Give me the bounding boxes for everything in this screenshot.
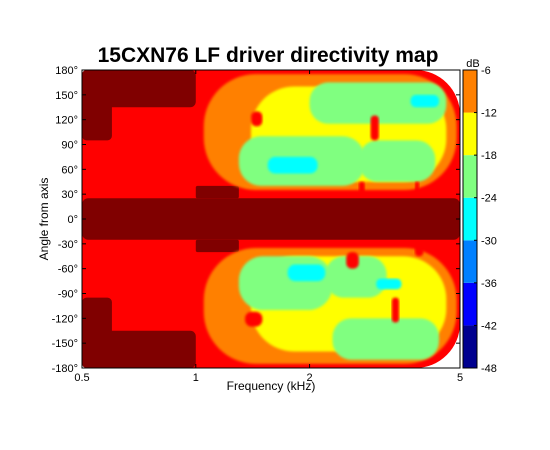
- contour-region: [195, 239, 239, 253]
- contour-region: [82, 70, 112, 141]
- colorbar-tick-label: -48: [481, 363, 497, 375]
- y-tick-label: 60°: [61, 164, 78, 176]
- contour-region: [414, 181, 420, 195]
- contour-region: [82, 198, 460, 240]
- colorbar-tick-label: -18: [481, 150, 497, 162]
- plot-area: [82, 70, 460, 368]
- contour-region: [391, 297, 400, 323]
- chart-title: 15CXN76 LF driver directivity map: [98, 44, 439, 67]
- colorbar-frame: [462, 69, 478, 369]
- contour-region: [238, 256, 333, 311]
- x-axis-label: Frequency (kHz): [227, 379, 316, 393]
- y-tick-label: -30°: [58, 239, 78, 251]
- x-tick-label: 2: [307, 372, 313, 384]
- contour-region: [251, 111, 263, 127]
- y-tick-label: -180°: [52, 363, 78, 375]
- y-tick-label: -150°: [52, 338, 78, 350]
- colorbar-segment: [463, 155, 477, 198]
- x-axis: 0.5 1 2 5: [74, 70, 463, 384]
- y-tick-label: 150°: [55, 90, 78, 102]
- contour-region: [267, 156, 318, 174]
- contour-region: [414, 243, 424, 257]
- contour-region: [346, 252, 359, 269]
- colorbar-segment: [463, 112, 477, 156]
- contour-region: [309, 82, 447, 124]
- y-tick-label: -120°: [52, 313, 78, 325]
- y-tick-label: 120°: [55, 115, 78, 127]
- y-axis-label: Angle from axis: [37, 178, 51, 261]
- contour-region: [325, 256, 387, 298]
- colorbar-segment: [463, 325, 477, 368]
- colorbar-tick-label: -30: [481, 235, 497, 247]
- colorbar-unit-label: dB: [466, 58, 479, 70]
- contour-region: [195, 185, 239, 199]
- colorbar-tick-label: -12: [481, 108, 497, 120]
- contour-region: [410, 94, 440, 108]
- colorbar-segment: [463, 282, 477, 326]
- colorbar-segment: [463, 197, 477, 241]
- contour-region: [287, 264, 326, 282]
- contour-region: [358, 140, 436, 182]
- colorbar-segment: [463, 70, 477, 113]
- colorbar-segment: [463, 240, 477, 283]
- contour-region: [332, 318, 440, 360]
- x-tick-label: 1: [193, 372, 199, 384]
- y-tick-label: 180°: [55, 65, 78, 77]
- x-tick-label: 5: [457, 372, 463, 384]
- colorbar-tick-label: -24: [481, 193, 497, 205]
- colorbar: -6 -12 -18 -24 -30 -36 -42 -48: [462, 65, 497, 375]
- contour-region: [82, 297, 112, 368]
- x-tick-label: 0.5: [74, 372, 89, 384]
- y-tick-label: 90°: [61, 140, 78, 152]
- contour-region: [358, 181, 365, 195]
- y-tick-label: -90°: [58, 289, 78, 301]
- colorbar-tick-label: -42: [481, 320, 497, 332]
- contour-region: [245, 311, 263, 327]
- contour-region: [376, 278, 402, 290]
- colorbar-tick-label: -6: [481, 65, 491, 77]
- colorbar-tick-label: -36: [481, 278, 497, 290]
- contour-region: [370, 115, 379, 141]
- y-tick-label: 30°: [61, 189, 78, 201]
- y-tick-label: 0°: [67, 214, 78, 226]
- y-axis: 180° 150° 120° 90° 60° 30° 0° -30° -60° -90° -120°…: [52, 65, 460, 375]
- y-tick-label: -60°: [58, 264, 78, 276]
